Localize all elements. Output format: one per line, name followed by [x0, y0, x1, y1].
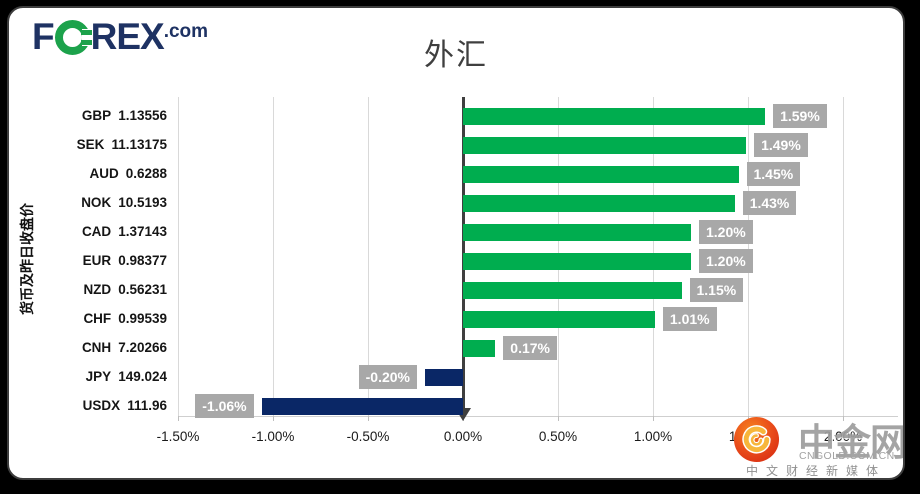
forex-logo-dotcom: .com: [163, 21, 209, 42]
close-price: 0.98377: [118, 253, 167, 268]
cngold-domain: CNGOLD.COM.CN: [799, 450, 895, 462]
chart-title: 外汇: [424, 39, 488, 72]
axis-tick-mark: [178, 416, 179, 421]
x-axis-line: [178, 416, 898, 417]
bar-value-label: -1.06%: [195, 394, 254, 418]
bar-value-label: 1.49%: [754, 133, 808, 157]
cngold-watermark: 中金网 CNGOLD.COM.CN 中文财经新媒体: [733, 414, 905, 478]
gridline: [368, 97, 369, 416]
close-price: 1.13556: [118, 108, 167, 123]
category-labels: GBP 1.13556 SEK 11.13175 AUD 0.6288 NOK 10.5193…: [9, 97, 167, 416]
x-tick-label: 0.00%: [443, 429, 483, 444]
bar: [463, 107, 766, 125]
bar-value-label: 0.17%: [503, 336, 557, 360]
bar: [463, 223, 691, 241]
x-tick-label: 1.00%: [633, 429, 673, 444]
bar: [463, 281, 682, 299]
bar-value-label: 1.20%: [699, 249, 753, 273]
cngold-swirl-icon: [733, 416, 780, 463]
bar-value-label: -0.20%: [358, 365, 417, 389]
currency-code: AUD: [89, 166, 119, 181]
category-label: CNH 7.20266: [9, 339, 167, 357]
axis-tick-mark: [273, 416, 274, 421]
category-label: CHF 0.99539: [9, 310, 167, 328]
close-price: 0.56231: [118, 282, 167, 297]
bar: [261, 397, 463, 415]
currency-code: NZD: [83, 282, 112, 297]
category-label: NZD 0.56231: [9, 281, 167, 299]
x-tick-label: -0.50%: [346, 429, 390, 444]
cngold-name: 中金网: [798, 422, 905, 463]
currency-code: SEK: [76, 137, 105, 152]
currency-code: JPY: [85, 369, 112, 384]
close-price: 0.99539: [118, 311, 167, 326]
x-tick-label: -1.50%: [156, 429, 200, 444]
category-label: NOK 10.5193: [9, 194, 167, 212]
category-label: SEK 11.13175: [9, 136, 167, 154]
category-label: USDX 111.96: [9, 397, 167, 415]
currency-code: CNH: [81, 340, 112, 355]
currency-code: EUR: [82, 253, 112, 268]
forex-logo-f: F: [32, 16, 55, 57]
axis-tick-mark: [653, 416, 654, 421]
forex-logo-rex: REX: [90, 16, 165, 57]
plot-area: 1.59% 1.49% 1.45% 1.43% 1.20% 1.20% 1.15% 1.01%…: [178, 97, 898, 421]
bar-value-label: 1.20%: [699, 220, 753, 244]
currency-code: CHF: [83, 311, 112, 326]
chart-card: F REX .com 外汇 货币及昨日收盘价 GBP 1.13556 SEK 11.1…: [7, 6, 905, 480]
bar: [463, 136, 747, 154]
close-price: 10.5193: [118, 195, 167, 210]
gridline: [843, 97, 844, 416]
cngold-tagline: 中文财经新媒体: [746, 464, 887, 478]
x-tick-label: 0.50%: [538, 429, 578, 444]
category-label: GBP 1.13556: [9, 107, 167, 125]
category-label: JPY 149.024: [9, 368, 167, 386]
gridline: [273, 97, 274, 416]
currency-code: CAD: [81, 224, 112, 239]
bar-value-label: 1.59%: [773, 104, 827, 128]
close-price: 111.96: [127, 398, 167, 413]
axis-tick-mark: [558, 416, 559, 421]
currency-code: NOK: [81, 195, 112, 210]
bar-value-label: 1.43%: [742, 191, 797, 215]
close-price: 11.13175: [111, 137, 167, 152]
bar-value-label: 1.01%: [662, 307, 717, 331]
bar: [425, 368, 463, 386]
bar: [463, 165, 739, 183]
bar: [463, 310, 655, 328]
close-price: 149.024: [118, 369, 167, 384]
currency-code: USDX: [82, 398, 121, 413]
bar: [463, 339, 496, 357]
close-price: 1.37143: [118, 224, 167, 239]
forex-logo: F REX .com: [32, 14, 208, 60]
x-tick-label: 2.00%: [823, 429, 863, 444]
bar-value-label: 1.45%: [746, 162, 801, 186]
gridline: [178, 97, 179, 416]
bar: [463, 252, 691, 270]
axis-tick-mark: [368, 416, 369, 421]
close-price: 0.6288: [125, 166, 167, 181]
close-price: 7.20266: [118, 340, 167, 355]
bar: [463, 194, 735, 212]
bar-value-label: 1.15%: [689, 278, 744, 302]
x-tick-label: -1.00%: [251, 429, 295, 444]
currency-code: GBP: [81, 108, 112, 123]
category-label: AUD 0.6288: [9, 165, 167, 183]
axis-tick-mark: [843, 416, 844, 421]
forex-logo-o-icon: [54, 19, 92, 55]
category-label: CAD 1.37143: [9, 223, 167, 241]
category-label: EUR 0.98377: [9, 252, 167, 270]
